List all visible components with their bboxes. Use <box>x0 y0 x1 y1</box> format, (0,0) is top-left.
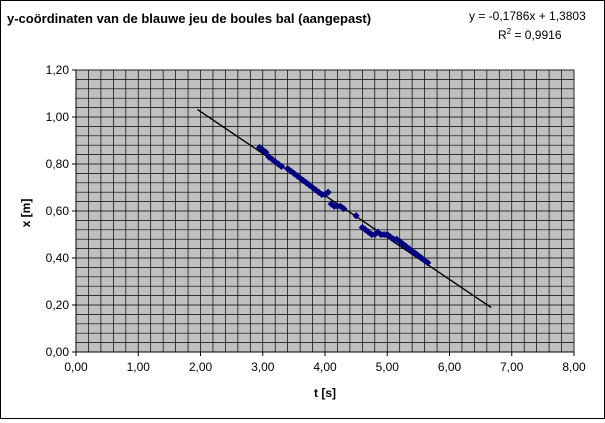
x-tick-label: 6,00 <box>438 360 462 374</box>
data-point <box>324 188 332 196</box>
data-point <box>424 259 432 267</box>
y-tick-label: 0,20 <box>46 298 70 312</box>
x-axis-label: t [s] <box>314 386 336 400</box>
y-tick-label: 1,00 <box>46 110 70 124</box>
data-point <box>293 172 301 180</box>
data-point <box>308 183 317 192</box>
y-tick-label: 1,20 <box>46 63 70 77</box>
data-point <box>383 230 391 239</box>
y-tick-label: 0,60 <box>46 204 70 218</box>
data-point <box>262 148 270 156</box>
data-point <box>277 162 286 170</box>
trendline-equation: y = -0,1786x + 1,3803 <box>469 9 586 23</box>
y-tick-label: 0,40 <box>46 251 70 265</box>
x-tick-label: 5,00 <box>376 360 400 374</box>
x-tick-label: 7,00 <box>500 360 524 374</box>
x-tick-label: 4,00 <box>313 360 337 374</box>
data-point <box>402 242 410 250</box>
data-point <box>274 160 282 168</box>
y-tick-label: 0,00 <box>46 345 70 359</box>
data-points <box>256 143 432 267</box>
x-tick-label: 8,00 <box>562 360 586 374</box>
x-tick-label: 1,00 <box>127 360 151 374</box>
y-tick-label: 0,80 <box>46 157 70 171</box>
y-axis-label: x [m] <box>19 199 33 228</box>
x-tick-label: 3,00 <box>251 360 275 374</box>
gridlines <box>75 69 575 353</box>
data-point <box>352 212 360 220</box>
x-tick-label: 2,00 <box>189 360 213 374</box>
trendline-r2: R2 = 0,9916 <box>498 27 562 42</box>
chart-title: y-coördinaten van de blauwe jeu de boule… <box>7 11 371 26</box>
x-tick-labels: 0,00 1,00 2,00 3,00 4,00 5,00 6,00 7,00 8,00 <box>64 352 586 374</box>
x-tick-label: 0,00 <box>64 360 88 374</box>
data-point <box>340 205 348 213</box>
y-tick-labels: 0,00 0,20 0,40 0,60 0,80 1,00 1,20 <box>46 63 76 359</box>
